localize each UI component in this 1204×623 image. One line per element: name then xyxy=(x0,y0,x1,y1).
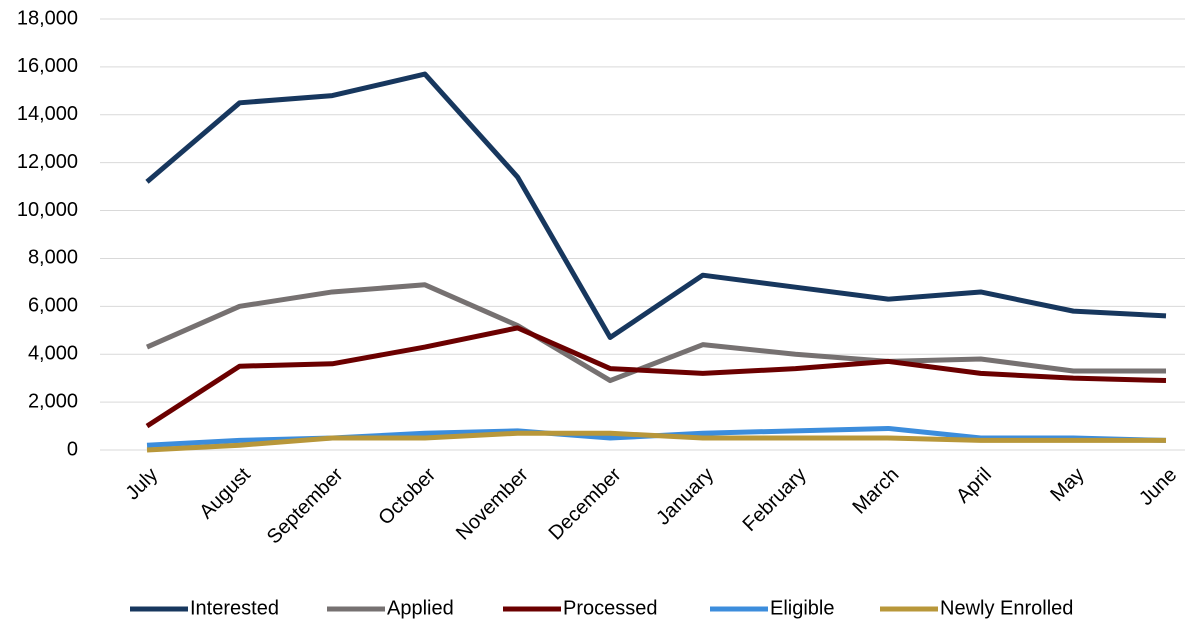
x-tick-label: November xyxy=(452,463,533,544)
x-tick-label: March xyxy=(849,464,904,519)
y-tick-label: 0 xyxy=(67,438,78,460)
x-tick-label: April xyxy=(952,464,996,508)
legend-label: Processed xyxy=(563,597,658,619)
legend-label: Eligible xyxy=(770,597,834,619)
x-tick-label: September xyxy=(263,463,348,548)
x-tick-label: December xyxy=(545,463,626,544)
x-tick-label: May xyxy=(1046,464,1088,506)
x-tick-label: August xyxy=(195,463,255,523)
y-tick-label: 14,000 xyxy=(17,103,78,125)
line-series xyxy=(145,325,1167,429)
y-tick-label: 16,000 xyxy=(17,55,78,77)
y-tick-label: 10,000 xyxy=(17,199,78,221)
x-tick-label: July xyxy=(122,464,163,505)
legend-label: Newly Enrolled xyxy=(940,597,1073,619)
line-series xyxy=(145,282,1166,384)
y-tick-label: 6,000 xyxy=(28,295,78,317)
y-tick-label: 18,000 xyxy=(17,7,78,29)
x-tick-label: October xyxy=(374,463,440,529)
x-tick-label: January xyxy=(652,464,718,530)
y-tick-label: 2,000 xyxy=(28,390,78,412)
y-tick-label: 4,000 xyxy=(28,343,78,365)
y-tick-label: 8,000 xyxy=(28,247,78,269)
x-tick-label: February xyxy=(739,464,811,536)
legend-label: Applied xyxy=(387,597,454,619)
y-tick-label: 12,000 xyxy=(17,151,78,173)
legend-label: Interested xyxy=(190,597,279,619)
x-tick-label: June xyxy=(1135,464,1181,510)
line-series xyxy=(146,430,1166,453)
line-series xyxy=(145,71,1167,340)
